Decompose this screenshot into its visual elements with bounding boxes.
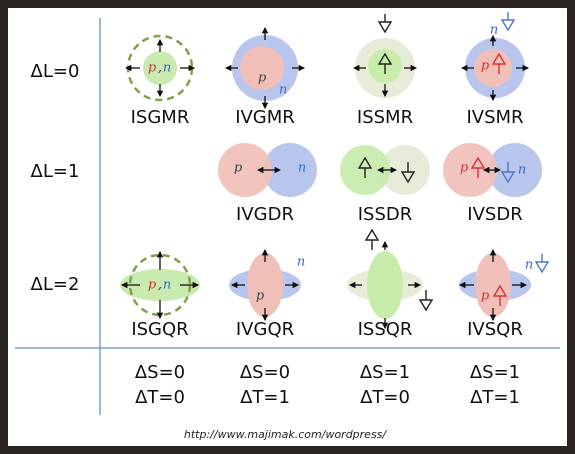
- cell-label: IVGDR: [236, 204, 294, 225]
- diagram: ΔL=0 ΔL=1 ΔL=2 p , n p n p n: [0, 0, 575, 454]
- symbol: n: [490, 23, 498, 38]
- symbol: n: [163, 278, 171, 293]
- column-label: ΔS=0: [135, 362, 185, 383]
- symbol: p: [481, 289, 490, 304]
- symbol: n: [297, 255, 305, 270]
- cell-label: ISSDR: [358, 204, 413, 225]
- symbol: n: [525, 258, 533, 273]
- symbol: n: [279, 83, 287, 98]
- column-label: ΔT=1: [240, 387, 290, 408]
- symbol: ,: [158, 61, 162, 76]
- symbol: p: [234, 161, 243, 176]
- cell-label: ISSQR: [358, 319, 413, 340]
- symbol: p: [148, 278, 157, 293]
- column-label: ΔT=1: [470, 387, 520, 408]
- cell-label: ISGMR: [131, 107, 190, 128]
- cell-label: IVSMR: [466, 107, 523, 128]
- symbol: n: [163, 61, 171, 76]
- cell-label: ISGQR: [131, 319, 188, 340]
- column-label: ΔS=0: [240, 362, 290, 383]
- cell-label: ISSMR: [357, 107, 413, 128]
- row-label: ΔL=2: [31, 274, 80, 295]
- symbol: p: [481, 59, 490, 74]
- symbol: p: [148, 61, 157, 76]
- symbol: ,: [158, 278, 162, 293]
- column-label: ΔT=0: [360, 387, 410, 408]
- symbol: p: [258, 71, 267, 86]
- symbol: n: [518, 163, 526, 178]
- symbol: p: [256, 289, 265, 304]
- column-label: ΔT=0: [135, 387, 185, 408]
- footer-url: http://www.majimak.com/wordpress/: [184, 428, 388, 441]
- row-label: ΔL=0: [31, 61, 80, 82]
- cell-label: IVSQR: [467, 319, 523, 340]
- row-label: ΔL=1: [31, 161, 80, 182]
- symbol: p: [460, 161, 469, 176]
- column-label: ΔS=1: [360, 362, 410, 383]
- column-label: ΔS=1: [470, 362, 520, 383]
- symbol: n: [298, 161, 306, 176]
- cell-label: IVSDR: [467, 204, 522, 225]
- cell-label: IVGMR: [235, 107, 295, 128]
- cell-label: IVGQR: [236, 319, 294, 340]
